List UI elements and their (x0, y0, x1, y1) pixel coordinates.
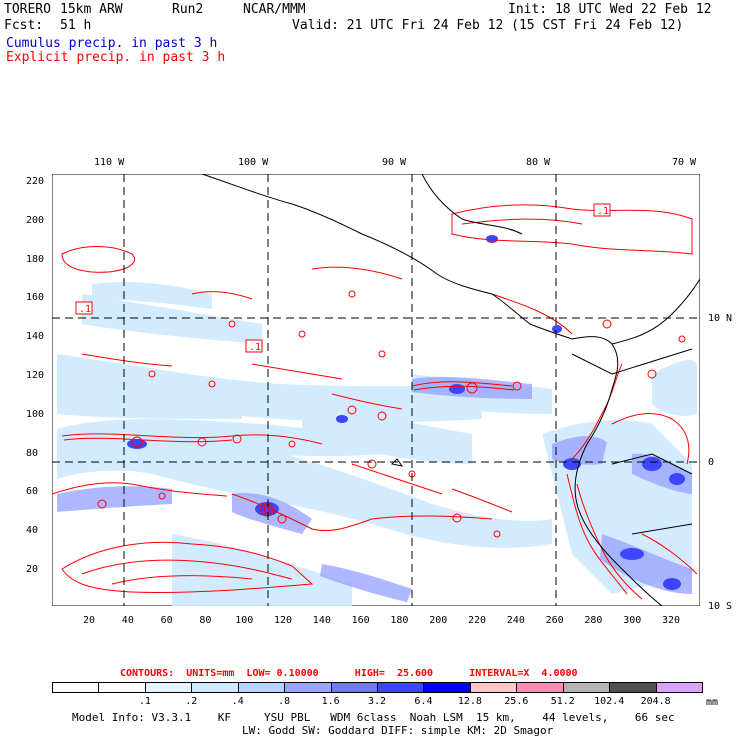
bottom-tick-label: 80 (199, 615, 212, 626)
left-tick-label: 160 (26, 292, 45, 304)
bottom-tick-label: 60 (160, 615, 173, 626)
lon-label: 110 W (94, 157, 125, 168)
lon-label: 70 W (672, 157, 697, 168)
colorbar-label: 6.4 (414, 696, 433, 707)
left-tick-label: 20 (26, 564, 39, 575)
bottom-tick-label: 260 (545, 615, 564, 626)
model-resolution: 15km ARW (60, 2, 123, 17)
colorbar-label: .2 (185, 696, 198, 707)
legend-explicit: Explicit precip. in past 3 h (6, 50, 226, 65)
bottom-tick-label: 220 (468, 615, 487, 626)
bottom-tick-label: 180 (390, 615, 409, 626)
bottom-tick-label: 200 (429, 615, 448, 626)
lat-lon-grid (52, 174, 700, 606)
fcst-label: Fcst: (4, 18, 44, 33)
left-tick-label: 40 (26, 525, 39, 537)
contours-info: CONTOURS: UNITS=mm LOW= 0.10000 HIGH= 25… (120, 668, 578, 679)
colorbar-swatch (52, 682, 100, 693)
model-name: TORERO (4, 2, 51, 17)
lat-label: 0 (708, 457, 715, 468)
colorbar-unit: mm (706, 697, 719, 708)
left-tick-label: 80 (26, 447, 39, 459)
colorbar-label: 3.2 (368, 696, 387, 707)
colorbar-swatch (237, 682, 286, 693)
colorbar-label: 25.6 (504, 696, 529, 707)
colorbar-swatch (98, 682, 146, 693)
left-tick-label: 220 (26, 176, 45, 187)
colorbar-swatch (144, 682, 193, 693)
colorbar-label: .8 (278, 696, 291, 707)
explicit-precip-contours (52, 204, 698, 600)
init-time: Init: 18 UTC Wed 22 Feb 12 (508, 2, 712, 17)
bottom-tick-label: 160 (351, 615, 370, 626)
colorbar-label: .4 (231, 696, 244, 707)
colorbar-swatch (655, 682, 703, 693)
colorbar-swatch (423, 682, 471, 693)
colorbar-label: 1.6 (321, 696, 340, 707)
colorbar-label: 204.8 (640, 696, 671, 707)
colorbar-swatch (516, 682, 564, 693)
bottom-tick-label: 20 (83, 615, 96, 626)
colorbar-swatch (284, 682, 332, 693)
coastlines (201, 174, 700, 606)
bottom-tick-label: 140 (312, 615, 331, 626)
colorbar-swatch (562, 682, 611, 693)
colorbar-label: 51.2 (550, 696, 575, 707)
min-label-2: .1 (249, 342, 261, 353)
valid-time: Valid: 21 UTC Fri 24 Feb 12 (15 CST Fri … (292, 18, 684, 33)
left-tick-label: 60 (26, 486, 39, 498)
bottom-tick-label: 120 (274, 615, 293, 626)
bottom-tick-label: 240 (506, 615, 525, 626)
colorbar-swatch (609, 682, 657, 693)
left-tick-label: 180 (26, 253, 45, 265)
left-tick-label: 100 (26, 408, 45, 420)
colorbar-label: .1 (138, 696, 151, 707)
lat-label: 10 N (708, 313, 733, 324)
colorbar-label: 12.8 (457, 696, 482, 707)
bottom-tick-label: 320 (662, 615, 681, 626)
min-label-3: .1 (597, 206, 609, 217)
bottom-tick-label: 40 (121, 615, 134, 626)
fcst-value: 51 h (60, 18, 92, 33)
bottom-tick-label: 280 (584, 615, 603, 626)
legend-cumulus: Cumulus precip. in past 3 h (6, 36, 218, 51)
colorbar-swatch (191, 682, 239, 693)
left-tick-label: 140 (26, 331, 45, 343)
precipitation-map: .1 .1 .1 (52, 174, 700, 606)
org-label: NCAR/MMM (243, 2, 306, 17)
lon-label: 80 W (526, 157, 551, 168)
model-info-line: Model Info: V3.3.1 KF YSU PBL WDM 6class… (72, 711, 675, 724)
colorbar-swatch (377, 682, 425, 693)
colorbar-label: 102.4 (594, 696, 625, 707)
run-label: Run2 (172, 2, 204, 17)
left-tick-label: 200 (26, 214, 45, 226)
physics-info-line: LW: Godd SW: Goddard DIFF: simple KM: 2D… (242, 724, 554, 737)
contour-minimum-labels: .1 .1 .1 (75, 203, 611, 353)
lat-label: 10 S (708, 601, 733, 612)
lon-label: 90 W (382, 157, 407, 168)
colorbar-swatch (330, 682, 378, 693)
bottom-tick-label: 300 (623, 615, 642, 626)
left-tick-label: 120 (26, 370, 45, 381)
lon-label: 100 W (238, 157, 269, 168)
min-label-1: .1 (79, 304, 91, 315)
bottom-tick-label: 100 (235, 615, 254, 626)
colorbar-swatch (469, 682, 518, 693)
